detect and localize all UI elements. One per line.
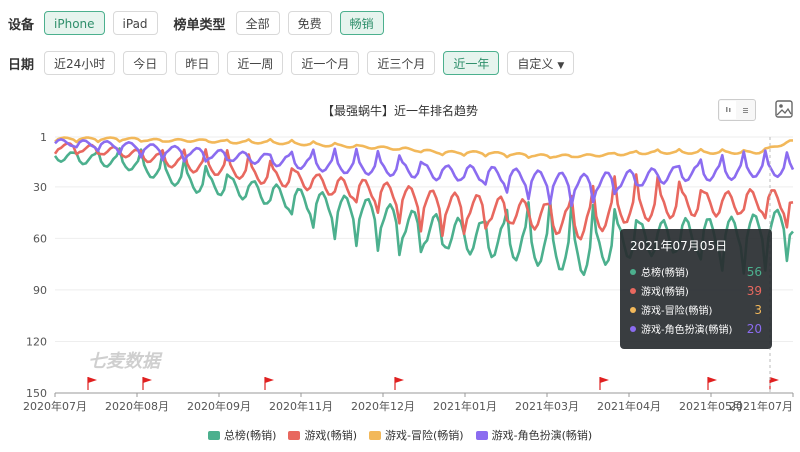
device-ipad-button[interactable]: iPad <box>112 11 158 35</box>
flag-icon <box>707 377 717 390</box>
date-today-button[interactable]: 今日 <box>123 51 168 75</box>
date-custom-dropdown[interactable]: 自定义 ▼ <box>507 51 575 75</box>
y-tick-label: 1 <box>40 131 47 144</box>
tooltip-value: 56 <box>746 264 762 279</box>
x-tick-label: 2020年12月 <box>351 399 415 413</box>
y-tick-label: 120 <box>26 335 47 348</box>
series-line <box>54 137 795 207</box>
tooltip-series-name: 游戏-冒险(畅销) <box>641 306 713 317</box>
date-label: 日期 <box>8 57 35 73</box>
list-type-label: 榜单类型 <box>173 17 226 33</box>
series-line <box>53 141 794 241</box>
image-icon <box>775 100 793 118</box>
chart-legend: 总榜(畅销) 游戏(畅销) 游戏-冒险(畅销) 游戏-角色扮演(畅销) <box>0 427 800 443</box>
tooltip-series-name: 总榜(畅销) <box>641 268 689 279</box>
flag-cloth <box>88 377 97 383</box>
list-type-grossing-button[interactable]: 畅销 <box>339 11 384 35</box>
x-tick-label: 2021年01月 <box>433 399 497 413</box>
chevron-down-icon: ▼ <box>557 61 565 71</box>
flag-cloth <box>143 377 152 383</box>
x-tick-label: 2021年07月 <box>729 399 793 413</box>
device-filter-row: 设备 iPhone iPad 榜单类型 全部 免费 畅销 <box>8 11 392 35</box>
legend-label: 游戏(畅销) <box>304 429 358 442</box>
date-week-button[interactable]: 近一周 <box>227 51 284 75</box>
legend-label: 游戏-冒险(畅销) <box>385 429 464 442</box>
flag-icon <box>599 377 609 390</box>
tooltip-date: 2021年07月05日 <box>630 239 728 253</box>
date-month-button[interactable]: 近一个月 <box>291 51 360 75</box>
x-tick-label: 2021年05月 <box>679 399 743 413</box>
x-tick-label: 2020年08月 <box>105 399 169 413</box>
legend-swatch <box>207 430 220 440</box>
tooltip-value: 20 <box>746 321 762 336</box>
chart-type-toggle[interactable] <box>718 99 756 121</box>
x-tick-label: 2020年11月 <box>269 399 333 413</box>
custom-label: 自定义 <box>517 57 554 71</box>
date-3month-button[interactable]: 近三个月 <box>367 51 436 75</box>
legend-label: 总榜(畅销) <box>223 429 277 442</box>
list-type-all-button[interactable]: 全部 <box>235 11 280 35</box>
y-tick-label: 60 <box>33 232 47 245</box>
legend-item[interactable]: 总榜(畅销) <box>207 427 277 443</box>
tooltip-row: 游戏-角色扮演(畅销) 20 <box>630 319 762 338</box>
x-tick-label: 2021年04月 <box>597 399 661 413</box>
date-year-button[interactable]: 近一年 <box>443 51 500 75</box>
flag-cloth <box>708 377 717 383</box>
series-dot <box>630 325 636 332</box>
flag-cloth <box>770 377 779 383</box>
series-line <box>54 136 794 160</box>
image-export-icon[interactable] <box>774 99 794 123</box>
legend-label: 游戏-角色扮演(畅销) <box>491 429 593 442</box>
tooltip-series-name: 游戏-角色扮演(畅销) <box>641 325 733 336</box>
x-tick-label: 2021年03月 <box>515 399 579 413</box>
y-tick-label: 30 <box>33 181 47 194</box>
watermark: 七麦数据 <box>88 351 163 372</box>
device-label: 设备 <box>8 17 35 33</box>
legend-item[interactable]: 游戏-冒险(畅销) <box>369 427 464 443</box>
x-tick-label: 2020年09月 <box>187 399 251 413</box>
flag-icon <box>264 377 274 390</box>
flag-icon <box>142 377 152 390</box>
device-iphone-button[interactable]: iPhone <box>44 11 105 35</box>
series-dot <box>630 306 636 313</box>
legend-swatch <box>288 430 301 440</box>
tooltip-series-name: 游戏(畅销) <box>641 287 689 298</box>
series-dot <box>630 287 636 294</box>
tooltip-value: 3 <box>754 302 762 317</box>
flag-icon <box>769 377 779 390</box>
tooltip-row: 游戏(畅销) 39 <box>630 281 762 300</box>
legend-item[interactable]: 游戏(畅销) <box>288 427 357 443</box>
flag-cloth <box>265 377 274 383</box>
flag-icon <box>394 377 404 390</box>
chart-tooltip: 2021年07月05日 总榜(畅销) 56 游戏(畅销) 39 游戏-冒险(畅销… <box>620 229 772 349</box>
legend-swatch <box>475 430 488 440</box>
flag-icon <box>87 377 97 390</box>
y-tick-label: 90 <box>33 284 47 297</box>
tooltip-value: 39 <box>746 283 762 298</box>
flag-cloth <box>600 377 609 383</box>
date-yesterday-button[interactable]: 昨日 <box>175 51 220 75</box>
date-24h-button[interactable]: 近24小时 <box>44 51 116 75</box>
chart-title: 【最强蜗牛】近一年排名趋势 <box>322 103 478 118</box>
legend-swatch <box>369 430 382 440</box>
x-tick-label: 2020年07月 <box>23 399 87 413</box>
tooltip-row: 总榜(畅销) 56 <box>630 262 762 281</box>
y-tick-label: 150 <box>26 387 47 400</box>
flag-cloth <box>395 377 404 383</box>
date-filter-row: 日期 近24小时 今日 昨日 近一周 近一个月 近三个月 近一年 自定义 ▼ <box>8 51 582 75</box>
tooltip-row: 游戏-冒险(畅销) 3 <box>630 300 762 319</box>
legend-item[interactable]: 游戏-角色扮演(畅销) <box>475 427 593 443</box>
list-type-free-button[interactable]: 免费 <box>287 11 332 35</box>
bar-list-icon <box>720 101 748 119</box>
series-dot <box>630 268 636 275</box>
